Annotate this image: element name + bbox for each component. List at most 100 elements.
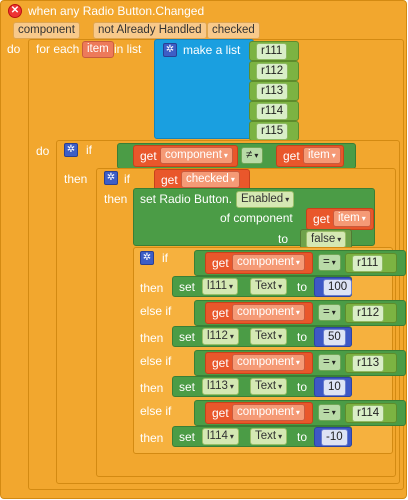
to-label: to	[297, 280, 308, 294]
number-value[interactable]: 10	[323, 379, 346, 396]
operator-dropdown[interactable]: = ▾	[318, 354, 341, 371]
of-component-label: of component	[220, 211, 293, 225]
radio-text[interactable]: r114	[352, 405, 385, 422]
radio-text-block[interactable]: r114	[345, 403, 397, 423]
var-dropdown[interactable]: component ▾	[232, 404, 305, 421]
number-block[interactable]: 10	[314, 377, 352, 397]
get-label: get	[161, 173, 178, 187]
gear-icon[interactable]: ✲	[64, 143, 78, 157]
number-value[interactable]: 50	[323, 329, 346, 346]
get-item-block[interactable]: get item ▾	[306, 208, 374, 230]
event-title: when any Radio Button.Changed	[28, 4, 205, 18]
get-checked-block[interactable]: get checked ▾	[154, 169, 250, 191]
get-label: get	[283, 149, 300, 163]
param-checked[interactable]: checked	[207, 22, 260, 39]
operator-dropdown[interactable]: = ▾	[318, 304, 341, 321]
chain-elseif-label: else if	[140, 404, 172, 418]
radio-text[interactable]: r111	[352, 255, 384, 272]
gear-icon[interactable]: ✲	[163, 43, 177, 57]
operator-dropdown[interactable]: = ▾	[318, 254, 341, 271]
component-dropdown[interactable]: l114 ▾	[202, 428, 239, 445]
number-value[interactable]: 100	[323, 279, 353, 296]
get-label: get	[212, 406, 229, 420]
list-item-text[interactable]: r114	[256, 103, 289, 120]
radio-text-block[interactable]: r111	[345, 253, 397, 273]
list-item-r113[interactable]: r113	[249, 81, 299, 101]
list-item-r112[interactable]: r112	[249, 61, 299, 81]
list-item-text[interactable]: r113	[256, 83, 289, 100]
foreach-do-label: do	[36, 144, 50, 158]
get-component-block[interactable]: get component ▾	[205, 402, 313, 424]
get-label: get	[212, 356, 229, 370]
component-dropdown[interactable]: l112 ▾	[202, 328, 239, 345]
var-dropdown[interactable]: component ▾	[232, 354, 305, 371]
get-component-block[interactable]: get component ▾	[205, 352, 313, 374]
make-list-label: make a list	[183, 43, 241, 57]
get-component-block[interactable]: get component ▾	[205, 302, 313, 324]
set-label: set	[179, 330, 196, 344]
gear-icon[interactable]: ✲	[104, 171, 118, 185]
property-dropdown[interactable]: Text ▾	[250, 378, 288, 395]
var-dropdown[interactable]: item ▾	[303, 147, 341, 164]
list-item-r114[interactable]: r114	[249, 101, 299, 121]
radio-text-block[interactable]: r112	[345, 303, 397, 323]
chain-then-label: then	[140, 381, 164, 395]
get-label: get	[313, 212, 330, 226]
event-do-label: do	[7, 42, 21, 56]
inner-then-label: then	[104, 192, 128, 206]
list-item-r115[interactable]: r115	[249, 121, 299, 141]
list-item-r111[interactable]: r111	[249, 41, 299, 61]
property-dropdown[interactable]: Enabled ▾	[236, 191, 295, 208]
to-label: to	[278, 232, 289, 246]
outer-then-label: then	[64, 172, 88, 186]
number-block[interactable]: 50	[314, 327, 352, 347]
component-dropdown[interactable]: l113 ▾	[202, 378, 239, 395]
outer-if-label: if	[86, 143, 92, 157]
set-label: set	[179, 380, 196, 394]
set-label: set	[179, 280, 196, 294]
foreach-label: for each	[36, 42, 80, 56]
gear-icon[interactable]: ✲	[140, 251, 154, 265]
var-dropdown[interactable]: component ▾	[160, 147, 233, 164]
list-item-text[interactable]: r111	[256, 43, 288, 60]
var-dropdown[interactable]: item ▾	[333, 210, 371, 227]
inner-if-label: if	[124, 172, 130, 186]
radio-text-block[interactable]: r113	[345, 353, 397, 373]
get-item-block[interactable]: get item ▾	[276, 145, 344, 167]
component-dropdown[interactable]: l111 ▾	[202, 278, 239, 295]
get-component-block[interactable]: get component ▾	[205, 252, 313, 274]
number-block[interactable]: 100	[314, 277, 353, 297]
operator-dropdown[interactable]: = ▾	[318, 404, 341, 421]
get-label: get	[140, 149, 157, 163]
chain-if-label: if	[162, 251, 168, 265]
param-not-already-handled[interactable]: not Already Handled	[93, 22, 207, 39]
list-item-text[interactable]: r112	[256, 63, 289, 80]
chain-elseif-label: else if	[140, 354, 172, 368]
radio-text[interactable]: r112	[352, 305, 385, 322]
false-block[interactable]: false ▾	[300, 229, 352, 249]
var-dropdown[interactable]: checked ▾	[181, 171, 240, 188]
boolean-dropdown[interactable]: false ▾	[306, 231, 347, 248]
set-label: set	[179, 430, 196, 444]
get-component-block[interactable]: get component ▾	[133, 145, 238, 167]
to-label: to	[297, 430, 308, 444]
to-label: to	[297, 330, 308, 344]
var-dropdown[interactable]: component ▾	[232, 254, 305, 271]
param-component[interactable]: component	[13, 22, 80, 39]
property-dropdown[interactable]: Text ▾	[250, 428, 288, 445]
number-block[interactable]: -10	[314, 427, 352, 447]
chain-then-label: then	[140, 431, 164, 445]
property-dropdown[interactable]: Text ▾	[250, 278, 288, 295]
number-value[interactable]: -10	[321, 429, 348, 446]
property-dropdown[interactable]: Text ▾	[250, 328, 288, 345]
foreach-in-list-label: in list	[114, 42, 142, 56]
error-icon[interactable]: ✕	[8, 4, 22, 18]
set-radio-label: set Radio Button.	[140, 192, 233, 206]
radio-text[interactable]: r113	[352, 355, 385, 372]
foreach-var[interactable]: item	[82, 41, 114, 58]
chain-elseif-label: else if	[140, 304, 172, 318]
chain-then-label: then	[140, 331, 164, 345]
operator-dropdown[interactable]: ≠ ▾	[241, 147, 264, 164]
var-dropdown[interactable]: component ▾	[232, 304, 305, 321]
list-item-text[interactable]: r115	[256, 123, 289, 140]
